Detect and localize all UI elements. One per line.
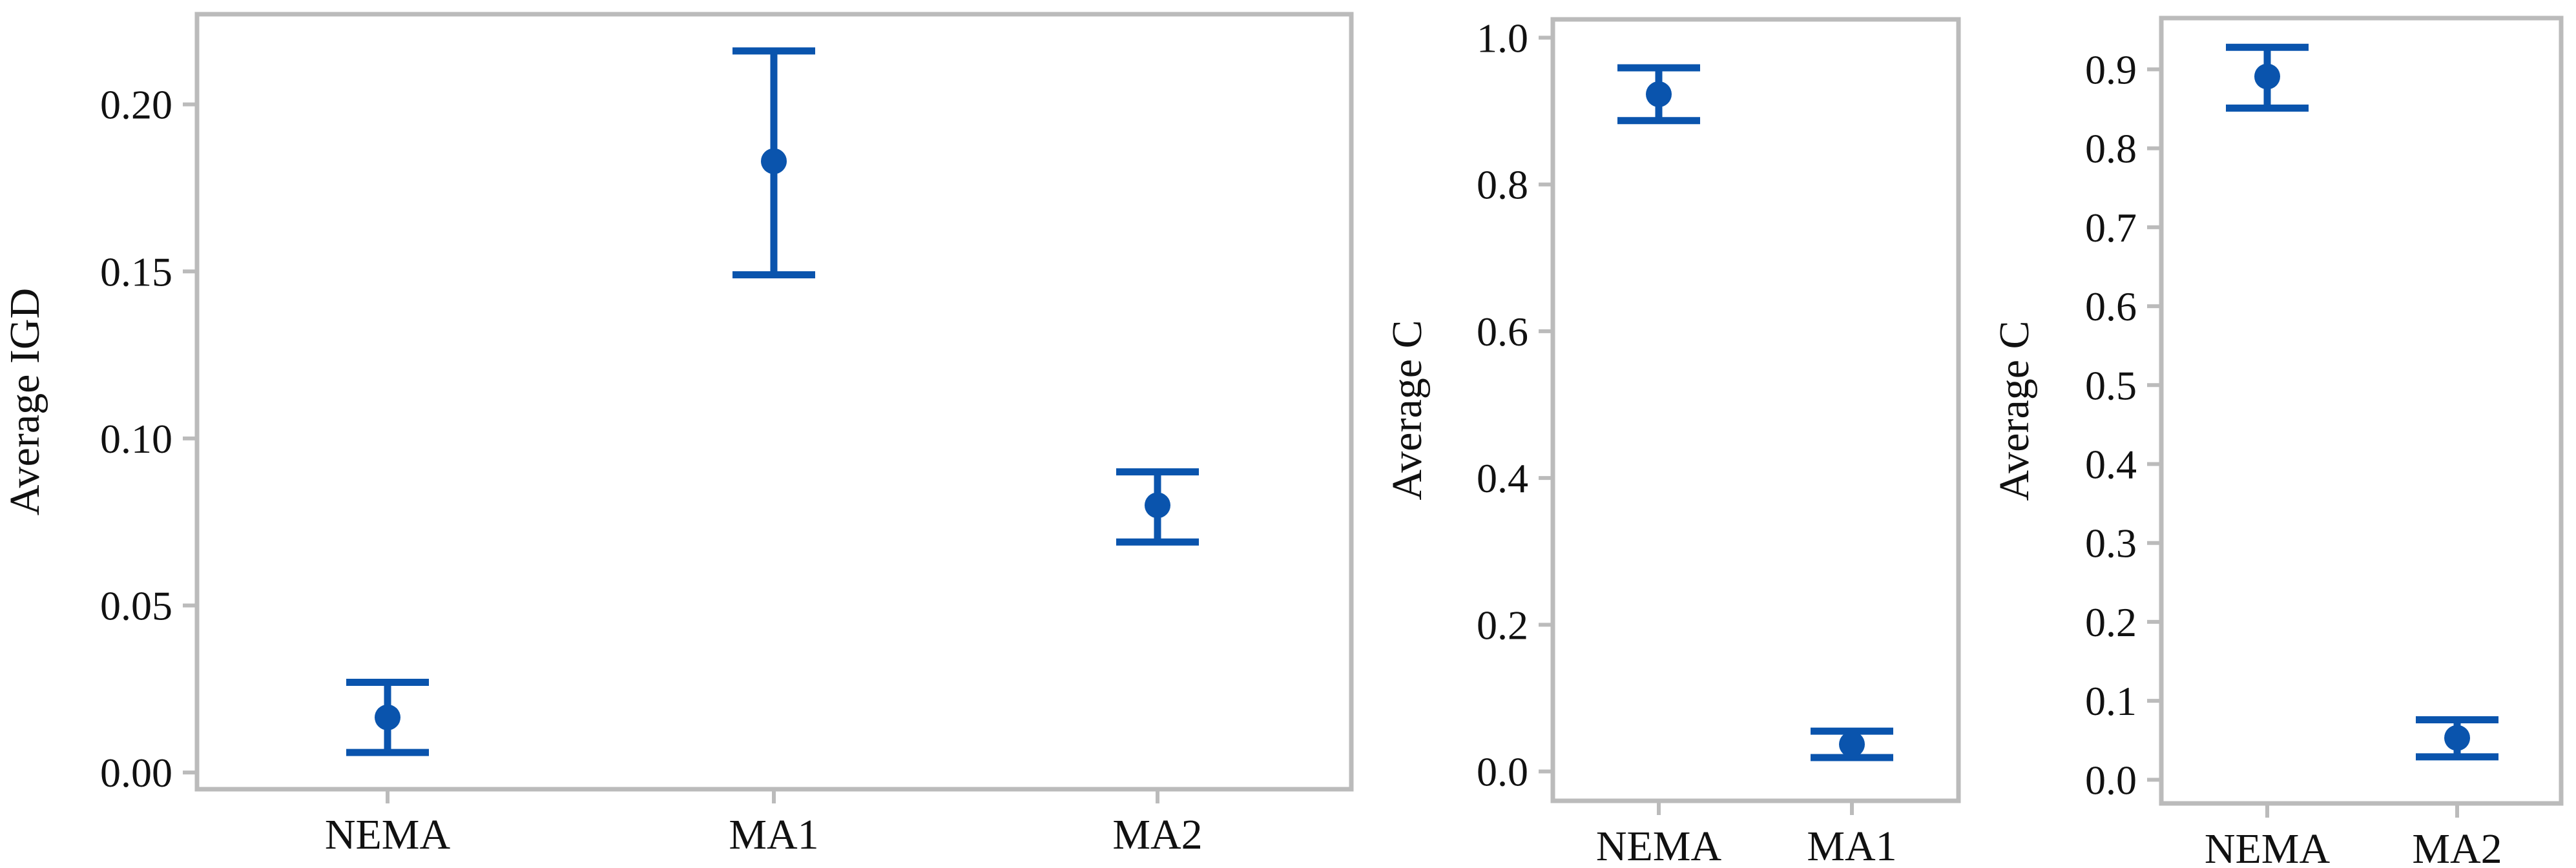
x-tick-label: NEMA xyxy=(2205,825,2331,868)
x-tick-label: MA1 xyxy=(729,811,818,858)
mean-marker xyxy=(375,704,400,730)
chart-panel-3: 0.0 0.1 0.2 0.3 0.4 0.5 0.6 0.7 0.8 0.9 Average C N… xyxy=(1991,16,2564,868)
y-tick-label: 0.8 xyxy=(2085,126,2137,172)
y-tick-label: 0.5 xyxy=(2085,362,2137,408)
x-tick-label: NEMA xyxy=(1596,823,1722,868)
y-tick-label: 0.9 xyxy=(2085,46,2137,92)
y-tick-label: 0.2 xyxy=(2085,599,2137,645)
chart-panel-2: 0.0 0.2 0.4 0.6 0.8 1.0 Average C NEMA MA1 xyxy=(1384,15,1961,868)
y-tick-label: 0.6 xyxy=(2085,284,2137,329)
x-tick-label: MA2 xyxy=(2412,825,2502,868)
y-axis-label: Average C xyxy=(1991,320,2038,501)
mean-marker xyxy=(2254,63,2280,90)
x-tick-label: NEMA xyxy=(325,811,451,858)
y-tick-label: 1.0 xyxy=(1477,15,1528,61)
x-tick-label: MA1 xyxy=(1807,823,1896,868)
mean-marker xyxy=(1839,731,1865,758)
y-tick-label: 0.15 xyxy=(100,249,172,294)
y-tick-label: 0.4 xyxy=(1477,455,1528,501)
plot-frame xyxy=(1550,17,1961,803)
y-tick-label: 0.10 xyxy=(100,416,172,462)
y-tick-label: 0.05 xyxy=(100,583,172,629)
mean-marker xyxy=(761,148,787,174)
y-tick-label: 0.8 xyxy=(1477,162,1528,208)
mean-marker xyxy=(1145,492,1170,519)
y-tick-label: 0.3 xyxy=(2085,521,2137,566)
y-tick-label: 0.0 xyxy=(2085,757,2137,803)
plot-frame xyxy=(2159,16,2564,806)
x-tick-label: MA2 xyxy=(1112,811,1202,858)
y-tick-label: 0.00 xyxy=(100,750,172,796)
y-tick-label: 0.0 xyxy=(1477,749,1528,795)
y-tick-label: 0.20 xyxy=(100,82,172,128)
y-tick-label: 0.6 xyxy=(1477,309,1528,355)
y-tick-label: 0.2 xyxy=(1477,602,1528,648)
y-axis-label: Average IGD xyxy=(1,288,48,515)
chart-panel-1: 0.00 0.05 0.10 0.15 0.20 Average IGD NEMA MA1 MA… xyxy=(1,12,1354,858)
y-tick-label: 0.7 xyxy=(2085,205,2137,251)
mean-marker xyxy=(1646,81,1672,107)
y-tick-label: 0.1 xyxy=(2085,678,2137,724)
y-tick-label: 0.4 xyxy=(2085,441,2137,487)
mean-marker xyxy=(2444,725,2470,751)
y-axis-label: Average C xyxy=(1384,320,1431,500)
